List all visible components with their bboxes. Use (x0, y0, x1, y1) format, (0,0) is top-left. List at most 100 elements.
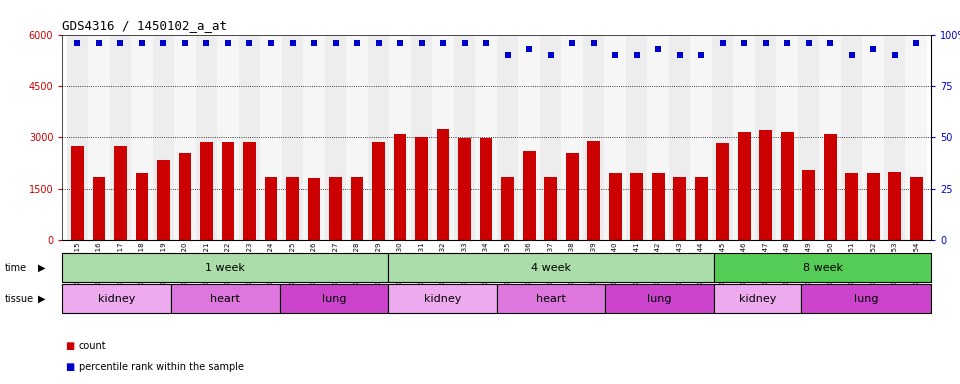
Bar (647, 35, 669, 240)
Bar (714, 284, 801, 313)
Bar (609, 173, 621, 240)
Bar (803, 170, 815, 240)
Text: lung: lung (853, 293, 878, 304)
Bar (562, 35, 583, 240)
Bar (501, 177, 514, 240)
Bar (695, 177, 708, 240)
Bar (497, 35, 518, 240)
Bar (71, 146, 84, 240)
Bar (368, 35, 389, 240)
Bar (372, 142, 385, 240)
Bar (394, 134, 406, 240)
Bar (605, 35, 626, 240)
Bar (606, 284, 714, 313)
Text: ▶: ▶ (38, 263, 46, 273)
Bar (347, 35, 368, 240)
Bar (132, 35, 153, 240)
Bar (217, 35, 239, 240)
Bar (780, 132, 794, 240)
Bar (759, 130, 772, 240)
Bar (179, 153, 191, 240)
Bar (243, 142, 256, 240)
Bar (518, 35, 540, 240)
Bar (171, 284, 279, 313)
Text: 8 week: 8 week (803, 263, 843, 273)
Bar (583, 35, 605, 240)
Bar (454, 35, 475, 240)
Bar (62, 284, 171, 313)
Bar (88, 35, 109, 240)
Bar (458, 138, 471, 240)
Bar (196, 35, 217, 240)
Bar (480, 138, 492, 240)
Bar (522, 151, 536, 240)
Bar (712, 35, 733, 240)
Bar (279, 284, 388, 313)
Text: lung: lung (322, 293, 347, 304)
Text: kidney: kidney (98, 293, 135, 304)
Bar (630, 173, 643, 240)
Bar (733, 35, 755, 240)
Bar (350, 177, 364, 240)
Bar (652, 173, 664, 240)
Bar (388, 284, 497, 313)
Text: 4 week: 4 week (531, 263, 571, 273)
Bar (497, 284, 606, 313)
Bar (884, 35, 905, 240)
Bar (200, 142, 213, 240)
Bar (303, 35, 324, 240)
Bar (588, 141, 600, 240)
Bar (324, 35, 347, 240)
Bar (411, 35, 432, 240)
Text: heart: heart (537, 293, 566, 304)
Text: ■: ■ (65, 341, 75, 351)
Bar (801, 284, 931, 313)
Text: count: count (79, 341, 107, 351)
Text: GDS4316 / 1450102_a_at: GDS4316 / 1450102_a_at (62, 19, 228, 32)
Bar (437, 129, 449, 240)
Bar (540, 35, 562, 240)
Bar (755, 35, 777, 240)
Bar (820, 35, 841, 240)
Bar (845, 173, 858, 240)
Bar (222, 142, 234, 240)
Text: 1 week: 1 week (205, 263, 245, 273)
Text: ▶: ▶ (38, 293, 46, 304)
Bar (114, 146, 127, 240)
Bar (239, 35, 260, 240)
Bar (281, 35, 303, 240)
Bar (673, 177, 686, 240)
Bar (867, 173, 879, 240)
Bar (92, 177, 106, 240)
Bar (714, 253, 931, 282)
Bar (389, 35, 411, 240)
Bar (157, 159, 170, 240)
Text: tissue: tissue (5, 293, 34, 304)
Bar (66, 35, 88, 240)
Bar (544, 177, 557, 240)
Bar (153, 35, 174, 240)
Bar (565, 153, 579, 240)
Bar (62, 253, 388, 282)
Bar (475, 35, 497, 240)
Bar (109, 35, 132, 240)
Bar (174, 35, 196, 240)
Bar (307, 179, 321, 240)
Bar (862, 35, 884, 240)
Bar (888, 172, 901, 240)
Bar (716, 144, 729, 240)
Bar (388, 253, 714, 282)
Bar (329, 177, 342, 240)
Bar (824, 134, 836, 240)
Bar (690, 35, 712, 240)
Bar (415, 137, 428, 240)
Bar (669, 35, 690, 240)
Bar (432, 35, 454, 240)
Text: ■: ■ (65, 362, 75, 372)
Bar (841, 35, 862, 240)
Bar (737, 132, 751, 240)
Bar (910, 177, 923, 240)
Bar (260, 35, 281, 240)
Text: kidney: kidney (739, 293, 776, 304)
Bar (905, 35, 927, 240)
